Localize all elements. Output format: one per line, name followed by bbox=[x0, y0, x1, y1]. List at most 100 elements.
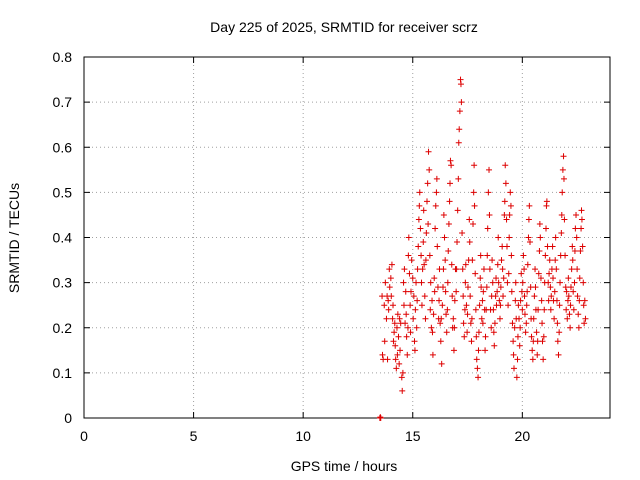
data-point bbox=[565, 275, 572, 282]
data-point bbox=[390, 338, 397, 345]
data-point bbox=[402, 320, 409, 327]
y-tick-label: 0.2 bbox=[53, 320, 73, 336]
data-point bbox=[462, 261, 469, 268]
data-point bbox=[423, 229, 430, 236]
data-point bbox=[488, 324, 495, 331]
data-point bbox=[567, 284, 574, 291]
data-point bbox=[470, 189, 477, 196]
data-point bbox=[451, 324, 458, 331]
data-point bbox=[411, 338, 418, 345]
x-tick-label: 15 bbox=[405, 428, 421, 444]
data-point bbox=[503, 243, 510, 250]
data-point bbox=[420, 207, 427, 214]
data-point bbox=[547, 284, 554, 291]
data-point bbox=[432, 202, 439, 209]
data-point bbox=[569, 243, 576, 250]
data-point bbox=[567, 324, 574, 331]
data-point bbox=[457, 81, 464, 88]
data-point bbox=[524, 288, 531, 295]
data-point bbox=[447, 180, 454, 187]
data-point bbox=[423, 198, 430, 205]
data-point bbox=[558, 211, 565, 218]
data-point bbox=[453, 288, 460, 295]
data-point bbox=[511, 365, 518, 372]
data-point bbox=[429, 329, 436, 336]
data-point bbox=[519, 306, 526, 313]
data-point bbox=[489, 279, 496, 286]
data-point bbox=[533, 329, 540, 336]
data-point bbox=[561, 216, 568, 223]
data-point bbox=[503, 216, 510, 223]
data-point bbox=[576, 297, 583, 304]
axis-ticks: 0 0.1 0.2 0.3 0.4 0.5 0.6 0.7 0.8 0 5 10 15 20 bbox=[53, 49, 610, 444]
data-point bbox=[563, 306, 570, 313]
data-point bbox=[581, 297, 588, 304]
data-point bbox=[482, 347, 489, 354]
data-point bbox=[396, 360, 403, 367]
data-point bbox=[527, 239, 534, 246]
data-point bbox=[550, 275, 557, 282]
data-point bbox=[434, 243, 441, 250]
data-point bbox=[490, 306, 497, 313]
data-point bbox=[383, 315, 390, 322]
data-point bbox=[551, 315, 558, 322]
data-point bbox=[391, 320, 398, 327]
data-point bbox=[575, 324, 582, 331]
data-point bbox=[415, 243, 422, 250]
data-point bbox=[537, 275, 544, 282]
y-tick-label: 0 bbox=[64, 410, 72, 426]
data-point bbox=[448, 261, 455, 268]
data-point bbox=[431, 275, 438, 282]
data-point bbox=[420, 239, 427, 246]
data-point bbox=[485, 189, 492, 196]
data-point bbox=[464, 284, 471, 291]
data-point bbox=[413, 324, 420, 331]
data-point bbox=[427, 306, 434, 313]
data-point bbox=[470, 220, 477, 227]
data-point bbox=[414, 266, 421, 273]
data-point bbox=[566, 311, 573, 318]
data-point bbox=[406, 270, 413, 277]
data-point bbox=[500, 293, 507, 300]
data-point bbox=[504, 279, 511, 286]
data-point bbox=[574, 266, 581, 273]
data-point bbox=[468, 338, 475, 345]
data-point bbox=[574, 293, 581, 300]
data-point bbox=[477, 252, 484, 259]
data-point bbox=[521, 293, 528, 300]
data-point bbox=[492, 293, 499, 300]
data-point bbox=[377, 415, 384, 421]
data-point bbox=[472, 306, 479, 313]
data-point bbox=[554, 338, 561, 345]
data-point bbox=[569, 257, 576, 264]
data-point bbox=[552, 234, 559, 241]
data-point bbox=[514, 356, 521, 363]
data-point bbox=[450, 315, 457, 322]
data-point bbox=[565, 293, 572, 300]
data-point bbox=[525, 216, 532, 223]
data-point bbox=[522, 329, 529, 336]
data-point bbox=[445, 220, 452, 227]
data-point bbox=[441, 234, 448, 241]
data-point bbox=[399, 369, 406, 376]
data-point bbox=[512, 297, 519, 304]
data-point bbox=[495, 279, 502, 286]
data-point bbox=[426, 166, 433, 173]
data-point bbox=[579, 243, 586, 250]
data-point bbox=[508, 288, 515, 295]
data-point bbox=[460, 320, 467, 327]
data-point bbox=[473, 333, 480, 340]
data-point bbox=[573, 234, 580, 241]
data-point bbox=[384, 356, 391, 363]
x-tick-label: 0 bbox=[80, 428, 88, 444]
data-point bbox=[523, 320, 530, 327]
data-point bbox=[580, 302, 587, 309]
y-tick-label: 0.1 bbox=[53, 365, 73, 381]
y-tick-label: 0.6 bbox=[53, 139, 73, 155]
data-point bbox=[397, 347, 404, 354]
data-point bbox=[572, 225, 579, 232]
data-point bbox=[529, 347, 536, 354]
data-point bbox=[388, 261, 395, 268]
data-point bbox=[392, 356, 399, 363]
data-point bbox=[570, 306, 577, 313]
